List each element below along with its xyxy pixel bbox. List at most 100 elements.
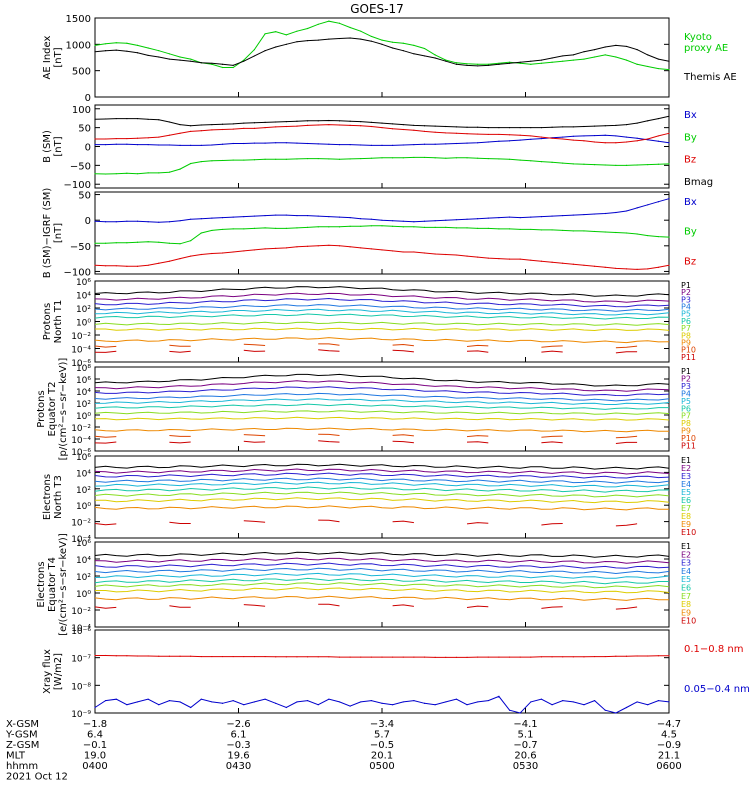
data-point	[455, 227, 458, 229]
channel-line-E10	[94, 606, 117, 609]
data-point	[508, 709, 511, 711]
data-point	[115, 655, 117, 657]
legend-label: P8	[681, 331, 691, 340]
data-point	[636, 655, 638, 657]
data-point	[668, 701, 670, 703]
data-point	[402, 50, 404, 52]
data-point	[253, 655, 256, 658]
data-point	[519, 712, 521, 714]
data-point	[317, 215, 319, 217]
data-point	[508, 62, 511, 64]
data-point	[413, 251, 415, 253]
data-point	[413, 144, 415, 146]
data-point	[657, 201, 659, 203]
data-point	[657, 699, 659, 702]
channel-line-P10	[392, 434, 414, 437]
data-point	[253, 701, 256, 703]
ephemeris-value: 21.1	[658, 751, 680, 762]
channel-line-E10	[466, 522, 489, 525]
data-point	[445, 60, 447, 62]
data-point	[657, 163, 659, 165]
data-point	[572, 59, 574, 61]
legend-label: By	[684, 132, 697, 143]
data-point	[243, 60, 245, 62]
data-point	[636, 233, 638, 235]
data-point	[232, 142, 234, 145]
data-point	[487, 63, 489, 65]
data-point	[190, 240, 192, 242]
channel-line-P10	[94, 435, 117, 438]
y-tick-label: 10⁻⁴	[71, 436, 91, 446]
channel-line-P3	[94, 297, 670, 308]
data-point	[604, 54, 606, 56]
data-point	[105, 265, 107, 267]
data-point	[392, 123, 394, 125]
data-point	[190, 162, 192, 165]
data-point	[328, 656, 330, 658]
legend-label: E9	[681, 520, 691, 529]
legend-label: E6	[681, 496, 691, 505]
data-point	[158, 56, 160, 58]
data-point	[455, 63, 458, 65]
data-point	[530, 228, 532, 231]
data-point	[179, 132, 181, 134]
y-tick-label: −100	[64, 180, 91, 191]
y-tick-label: 10⁻⁴	[71, 624, 91, 634]
data-point	[615, 211, 617, 214]
data-point	[604, 266, 606, 268]
channel-line-P9	[94, 337, 670, 344]
data-point	[381, 656, 383, 658]
legend-label: E7	[681, 592, 691, 601]
legend-label: P2	[681, 374, 691, 383]
channel-line-P10	[392, 343, 414, 347]
data-point	[668, 264, 670, 266]
channel-line-P3	[94, 386, 670, 397]
data-point	[370, 225, 372, 227]
data-point	[647, 65, 649, 68]
channel-line-E8	[95, 587, 670, 594]
ephemeris-value: 5.7	[374, 730, 390, 741]
channel-line-E3	[94, 472, 670, 479]
data-point	[540, 136, 543, 138]
data-point	[221, 702, 224, 704]
channel-line-P11	[318, 349, 340, 352]
data-point	[158, 144, 160, 146]
panel-frame	[94, 455, 670, 539]
data-point	[338, 37, 341, 40]
channel-line-E10	[541, 606, 563, 609]
series-line-By	[94, 156, 670, 175]
data-point	[562, 262, 564, 264]
y-tick-label: 10⁴	[76, 292, 91, 302]
y-axis-title: Xray flux	[42, 649, 53, 694]
data-point	[168, 171, 171, 173]
data-point	[306, 27, 309, 30]
data-point	[338, 22, 341, 24]
data-point	[583, 125, 585, 128]
data-point	[328, 216, 330, 218]
ephemeris-value: 4.5	[661, 730, 677, 741]
data-point	[413, 656, 415, 658]
data-point	[338, 144, 341, 146]
data-point	[423, 55, 426, 57]
y-tick-label: 10⁻⁴	[71, 346, 91, 356]
ephemeris-value: −4.1	[513, 719, 537, 730]
data-point	[317, 226, 319, 228]
panel-xray	[94, 629, 670, 714]
data-point	[498, 62, 500, 64]
legend-label: 0.1−0.8 nm	[684, 644, 743, 655]
data-point	[179, 258, 181, 260]
channel-line-E10	[169, 521, 191, 524]
data-point	[296, 214, 298, 217]
data-point	[381, 219, 383, 221]
data-point	[158, 119, 160, 121]
data-point	[615, 124, 617, 126]
data-point	[615, 142, 617, 144]
data-point	[466, 218, 468, 220]
data-point	[625, 164, 628, 166]
data-point	[657, 135, 659, 137]
data-point	[615, 44, 617, 46]
data-point	[115, 49, 117, 51]
data-point	[668, 69, 670, 71]
data-point	[147, 698, 149, 700]
